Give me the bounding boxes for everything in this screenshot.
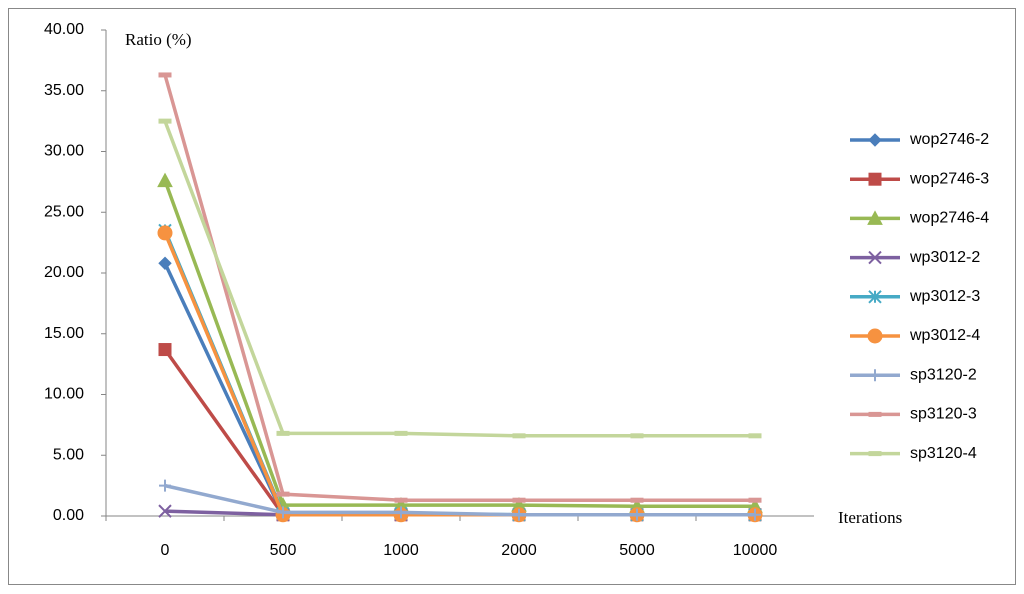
y-tick-label: 5.00 — [53, 446, 84, 463]
marker — [512, 433, 526, 439]
legend-label: wp3012-2 — [909, 249, 980, 266]
series-line — [163, 120, 755, 438]
marker — [748, 497, 762, 503]
marker — [512, 497, 526, 503]
y-tick-label: 20.00 — [44, 264, 84, 281]
marker — [158, 343, 172, 357]
marker — [868, 411, 882, 417]
marker — [159, 479, 171, 492]
marker — [630, 497, 644, 503]
y-tick-label: 15.00 — [44, 325, 84, 342]
marker — [157, 225, 173, 241]
marker — [276, 491, 290, 497]
marker — [513, 508, 525, 521]
legend-label: sp3120-4 — [910, 445, 977, 462]
y-tick-label: 40.00 — [44, 21, 84, 38]
marker — [749, 508, 761, 521]
y-tick-label: 35.00 — [44, 82, 84, 99]
marker — [158, 504, 172, 518]
x-tick-label: 2000 — [501, 542, 537, 559]
x-tick-label: 500 — [270, 542, 297, 559]
marker — [394, 497, 408, 503]
marker — [868, 133, 882, 147]
marker — [868, 172, 882, 186]
legend-label: sp3120-3 — [910, 406, 977, 423]
marker — [748, 433, 762, 439]
y-tick-label: 0.00 — [53, 507, 84, 524]
marker — [631, 508, 643, 521]
legend-label: wp3012-4 — [909, 327, 980, 344]
marker — [395, 506, 407, 519]
marker — [867, 210, 883, 225]
legend-label: wop2746-2 — [909, 131, 989, 148]
marker — [868, 451, 882, 457]
marker — [867, 328, 883, 344]
legend-label: wop2746-3 — [909, 170, 989, 187]
marker — [157, 172, 173, 188]
marker — [394, 430, 408, 436]
marker — [158, 118, 172, 124]
legend-label: wop2746-4 — [909, 210, 989, 227]
x-tick-label: 0 — [161, 542, 170, 559]
y-tick-label: 30.00 — [44, 143, 84, 160]
series-line — [164, 483, 755, 517]
marker — [158, 256, 172, 270]
legend-label: sp3120-2 — [910, 366, 977, 383]
marker — [158, 72, 172, 78]
series-line — [163, 74, 755, 502]
x-tick-label: 5000 — [619, 542, 655, 559]
x-tick-label: 1000 — [383, 542, 419, 559]
y-axis-label: Ratio (%) — [125, 30, 192, 49]
series-line — [163, 180, 755, 509]
marker — [277, 506, 289, 519]
marker — [869, 369, 881, 382]
marker — [630, 433, 644, 439]
marker — [868, 250, 882, 265]
legend-label: wp3012-3 — [909, 288, 980, 305]
x-tick-label: 10000 — [733, 542, 778, 559]
x-axis-label: Iterations — [838, 508, 902, 527]
y-tick-label: 10.00 — [44, 386, 84, 403]
marker — [868, 290, 882, 304]
marker — [276, 430, 290, 436]
y-tick-label: 25.00 — [44, 203, 84, 220]
